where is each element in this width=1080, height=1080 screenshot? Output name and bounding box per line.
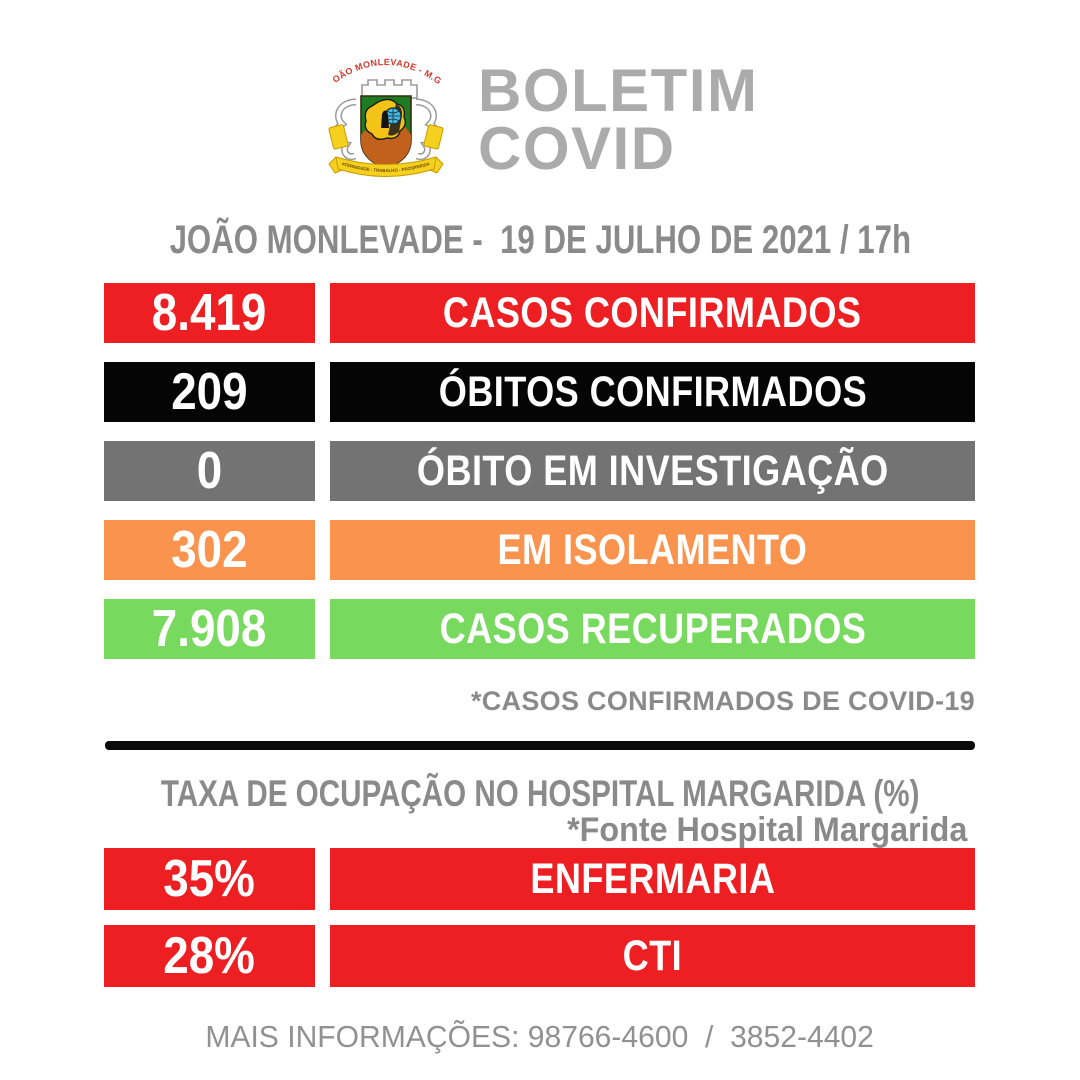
bulletin-title-line2: COVID — [478, 115, 676, 183]
bulletin-title: BOLETIM COVID — [478, 57, 759, 183]
stat-value: 209 — [171, 363, 248, 421]
bulletin-title-line1: BOLETIM — [478, 57, 759, 124]
hospital-occupancy-title: TAXA DE OCUPAÇÃO NO HOSPITAL MARGARIDA (… — [0, 773, 1080, 815]
occupancy-label: ENFERMARIA — [529, 854, 775, 903]
hospital-row-enfermaria: 35% ENFERMARIA — [104, 848, 975, 910]
stat-label: ÓBITO EM INVESTIGAÇÃO — [416, 446, 889, 495]
stat-value: 8.419 — [152, 284, 267, 342]
bulletin-subtitle-text: JOÃO MONLEVADE - 19 DE JULHO DE 2021 / 1… — [169, 218, 911, 262]
stat-label-badge: EM ISOLAMENTO — [330, 520, 975, 580]
stat-label-badge: ÓBITOS CONFIRMADOS — [330, 362, 975, 422]
hospital-row-cti: 28% CTI — [104, 925, 975, 987]
left-ribbon-icon — [328, 124, 349, 150]
coat-of-arms-banner — [328, 156, 444, 174]
footer-contact-info: MAIS INFORMAÇÕES: 98766-4600 / 3852-4402 — [0, 1019, 1080, 1055]
stat-value-badge: 0 — [104, 441, 315, 501]
right-ribbon-icon — [423, 124, 444, 150]
occupancy-label-badge: CTI — [330, 925, 975, 987]
stat-row-casos-recuperados: 7.908 CASOS RECUPERADOS — [104, 599, 975, 659]
bulletin-subtitle: JOÃO MONLEVADE - 19 DE JULHO DE 2021 / 1… — [0, 218, 1080, 263]
stat-row-obito-em-investigacao: 0 ÓBITO EM INVESTIGAÇÃO — [104, 441, 975, 501]
occupancy-value-badge: 28% — [104, 925, 315, 987]
stat-label-badge: ÓBITO EM INVESTIGAÇÃO — [330, 441, 975, 501]
hospital-occupancy-title-text: TAXA DE OCUPAÇÃO NO HOSPITAL MARGARIDA (… — [160, 773, 920, 814]
coat-of-arms-arc-text: JOÃO MONLEVADE - M.G. — [316, 38, 444, 86]
stats-footnote: *CASOS CONFIRMADOS DE COVID-19 — [470, 686, 975, 716]
stat-label-badge: CASOS CONFIRMADOS — [330, 283, 975, 343]
occupancy-value-badge: 35% — [104, 848, 315, 910]
hospital-source-note: *Fonte Hospital Margarida — [546, 811, 967, 850]
coat-of-arms-banner-main — [335, 156, 437, 177]
stat-row-casos-confirmados: 8.419 CASOS CONFIRMADOS — [104, 283, 975, 343]
worker-figure — [381, 110, 389, 128]
city-coat-of-arms: JOÃO MONLEVADE - M.G. FRATERNIDADE - TRA… — [316, 38, 444, 177]
stat-label: EM ISOLAMENTO — [497, 525, 808, 574]
globe-lines — [385, 108, 401, 124]
hospital-rows: 35% ENFERMARIA 28% CTI — [104, 848, 975, 987]
stat-value: 302 — [171, 521, 248, 579]
occupancy-label: CTI — [622, 931, 683, 980]
section-divider — [105, 741, 975, 750]
crown-icon — [361, 79, 418, 99]
stat-value-badge: 209 — [104, 362, 315, 422]
stats-section: 8.419 CASOS CONFIRMADOS 209 ÓBITOS CONFI… — [104, 283, 975, 659]
occupancy-label-badge: ENFERMARIA — [330, 848, 975, 910]
stat-label: ÓBITOS CONFIRMADOS — [438, 367, 867, 416]
stat-value-badge: 8.419 — [104, 283, 315, 343]
hospital-source-note-text: *Fonte Hospital Margarida — [566, 811, 967, 849]
footer-contact-text: MAIS INFORMAÇÕES: 98766-4600 / 3852-4402 — [205, 1019, 875, 1054]
occupancy-value: 28% — [163, 927, 256, 985]
occupancy-value: 35% — [163, 850, 256, 908]
stat-value: 0 — [196, 442, 223, 500]
stat-label-badge: CASOS RECUPERADOS — [330, 599, 975, 659]
stat-value-badge: 7.908 — [104, 599, 315, 659]
stat-label: CASOS CONFIRMADOS — [443, 288, 862, 337]
stat-row-obitos-confirmados: 209 ÓBITOS CONFIRMADOS — [104, 362, 975, 422]
stat-row-em-isolamento: 302 EM ISOLAMENTO — [104, 520, 975, 580]
stat-value: 7.908 — [152, 600, 267, 658]
stat-value-badge: 302 — [104, 520, 315, 580]
stat-label: CASOS RECUPERADOS — [439, 604, 866, 653]
